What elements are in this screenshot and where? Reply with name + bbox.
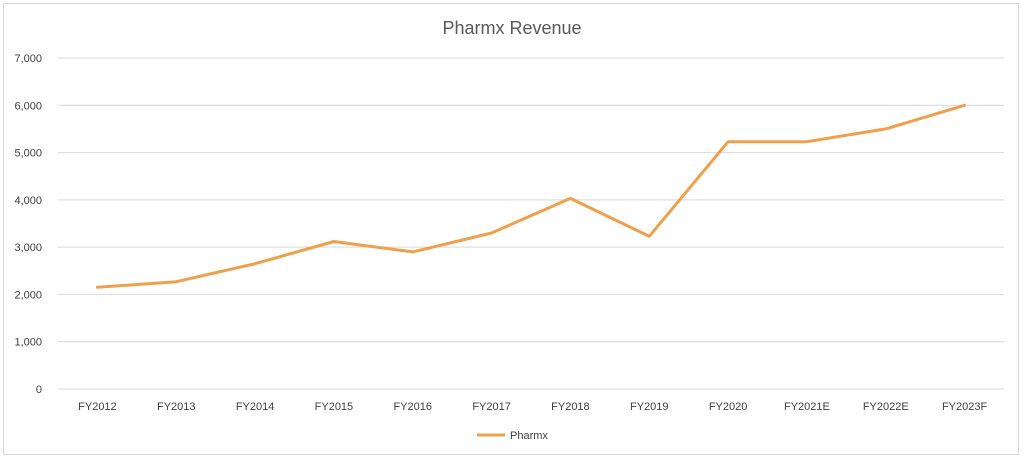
x-axis-tick-labels: FY2012 FY2013 FY2014 FY2015 FY2016 FY2017 FY20… [78,401,987,413]
x-tick-label: FY2013 [157,401,196,413]
y-tick-label: 5,000 [14,148,42,160]
x-tick-label: FY2019 [630,401,669,413]
y-tick-label: 6,000 [14,100,42,112]
x-tick-label: FY2020 [709,401,748,413]
chart-frame [3,3,1019,455]
data-point [884,127,888,131]
data-point [726,140,730,144]
x-tick-label: FY2015 [315,401,354,413]
series-lines [95,103,967,289]
y-tick-label: 3,000 [14,242,42,254]
data-point [411,250,415,254]
y-tick-label: 7,000 [14,53,42,65]
gridlines [58,57,1004,390]
x-tick-label: FY2018 [551,401,590,413]
data-point [174,280,178,284]
chart-title: Pharmx Revenue [442,18,581,38]
legend-label: Pharmx [510,430,548,442]
data-point [963,103,967,107]
data-point [647,234,651,238]
y-tick-label: 0 [36,384,42,396]
data-point [332,239,336,243]
data-point [568,196,572,200]
series-line-pharmx [95,103,967,289]
legend: Pharmx [477,430,548,442]
data-point [253,262,257,266]
y-axis-tick-labels: 0 1,000 2,000 3,000 4,000 5,000 6,000 7,000 [14,53,42,396]
data-point [490,231,494,235]
y-tick-label: 2,000 [14,289,42,301]
y-tick-label: 1,000 [14,337,42,349]
y-tick-label: 4,000 [14,195,42,207]
x-tick-label: FY2012 [78,401,117,413]
data-point [95,285,99,289]
x-tick-label: FY2021E [784,401,830,413]
data-point [805,140,809,144]
x-tick-label: FY2014 [236,401,275,413]
x-tick-label: FY2023F [942,401,988,413]
x-tick-label: FY2017 [472,401,511,413]
x-tick-label: FY2022E [863,401,909,413]
x-tick-label: FY2016 [393,401,432,413]
